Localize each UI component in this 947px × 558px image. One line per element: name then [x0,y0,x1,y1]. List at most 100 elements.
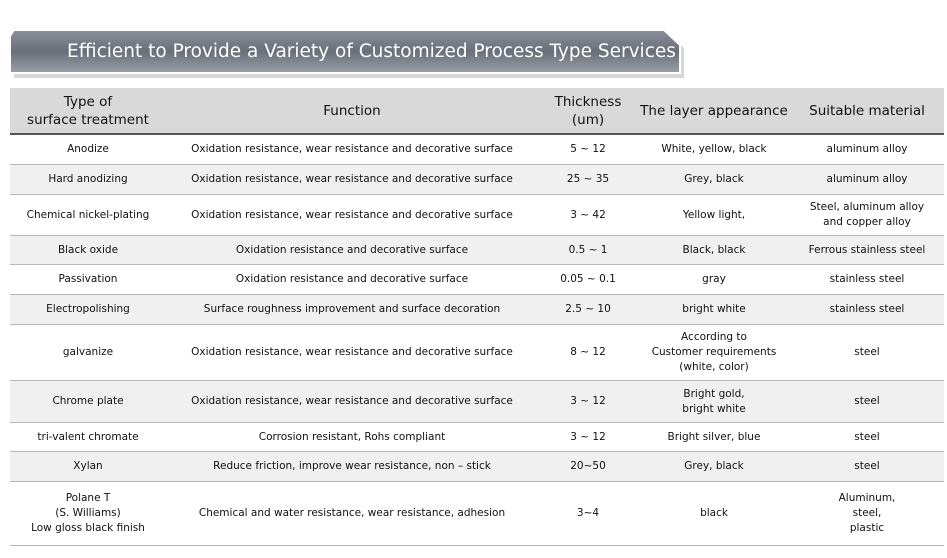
cell-text: Polane T [65,492,111,504]
cell-text: Black, black [682,243,746,256]
table-row: Chemical nickel-plating Oxidation resista… [10,195,944,236]
header-cell: The layer appearance [638,88,790,133]
cell-text: 0.05 ~ 0.1 [560,273,616,285]
table-cell: gray [638,265,790,294]
table-cell: 3 ~ 12 [538,381,638,422]
cell-text: Xylan [73,460,103,472]
table-cell: Ferrous stainless steel [790,236,944,264]
banner: Efficient to Provide a Variety of Custom… [9,29,684,78]
table-cell: Surface roughness improvement and surfac… [166,295,538,324]
table-cell: 2.5 ~ 10 [538,295,638,324]
cell-text: Chemical and water resistance, wear resi… [198,507,506,519]
table-cell: Yellow light, [638,195,790,235]
table-row: galvanize Oxidation resistance, wear resi… [10,325,944,381]
cell-text: Electropolishing [46,303,130,315]
cell-text: aluminum alloy [826,173,908,185]
table-cell: Oxidation resistance, wear resistance an… [166,195,538,235]
cell-text: black [700,507,728,519]
cell-text: gray [702,273,726,285]
cell-text: steel [854,460,880,472]
table-cell: Steel, aluminum alloy and copper alloy [790,195,944,235]
table-cell: bright white [638,295,790,324]
cell-text: Oxidation resistance and decorative surf… [235,273,469,285]
table-cell: 0.05 ~ 0.1 [538,265,638,294]
cell-text: Bright silver, blue [667,430,761,443]
table-cell: steel [790,452,944,481]
table-cell: stainless steel [790,295,944,324]
table-cell: Chrome plate [10,381,166,422]
cell-text: aluminum alloy [826,143,908,155]
table-cell: 25 ~ 35 [538,165,638,194]
table-row: Anodize Oxidation resistance, wear resist… [10,135,944,165]
table-cell: Aluminum, steel, plastic [790,482,944,545]
cell-text: Steel, aluminum alloy [809,201,925,213]
cell-text: steel, [852,507,882,519]
table-cell: steel [790,381,944,422]
table-cell: Polane T (S. Williams) Low gloss black fin… [10,482,166,545]
cell-text: Function [323,102,381,119]
cell-text: 3 ~ 12 [570,395,606,407]
cell-text: steel [854,430,880,443]
table-cell: 5 ~ 12 [538,135,638,164]
table-cell: Black, black [638,236,790,264]
table-cell: 3~4 [538,482,638,545]
cell-text: 5 ~ 12 [570,143,606,155]
table-cell: 0.5 ~ 1 [538,236,638,264]
cell-text: The layer appearance [640,102,788,119]
table-cell: black [638,482,790,545]
cell-text: Ferrous stainless steel [808,243,926,256]
cell-text: (um) [571,111,605,128]
cell-text: 3~4 [576,507,600,519]
cell-text: stainless steel [829,273,905,285]
cell-text: Surface roughness improvement and surfac… [203,303,501,315]
cell-text: Oxidation resistance and decorative surf… [235,243,469,256]
cell-text: Grey, black [684,173,744,185]
header-cell: Function [166,88,538,133]
cell-text: (white, color) [679,361,749,373]
cell-text: Customer requirements [651,346,777,358]
cell-text: Chemical nickel-plating [26,208,150,221]
banner-title: Efficient to Provide a Variety of Custom… [67,41,676,62]
table-row: Chrome plate Oxidation resistance, wear r… [10,381,944,423]
cell-text: Oxidation resistance, wear resistance an… [191,346,513,358]
cell-text: stainless steel [829,303,905,315]
table-cell: Oxidation resistance, wear resistance an… [166,135,538,164]
table-row: tri-valent chromate Corrosion resistant, … [10,423,944,452]
table-cell: 3 ~ 12 [538,423,638,451]
cell-text: Low gloss black finish [31,522,145,534]
cell-text: Hard anodizing [48,173,128,185]
cell-text: Aluminum, [838,492,896,504]
cell-text: Corrosion resistant, Rohs compliant [258,430,446,443]
cell-text: 20~50 [570,460,606,472]
table-cell: Passivation [10,265,166,294]
table-row: Xylan Reduce friction, improve wear resis… [10,452,944,482]
table-cell: Grey, black [638,452,790,481]
cell-text: 0.5 ~ 1 [568,243,608,256]
cell-text: Bright gold, [683,387,745,400]
table-cell: Xylan [10,452,166,481]
table-cell: Oxidation resistance and decorative surf… [166,265,538,294]
cell-text: steel [854,346,880,358]
cell-text: Oxidation resistance, wear resistance an… [191,143,513,155]
cell-text: According to [681,331,747,343]
cell-text: Oxidation resistance, wear resistance an… [191,208,513,221]
banner-shape [9,29,681,74]
header-cell: Suitable material [790,88,944,133]
table-cell: Oxidation resistance, wear resistance an… [166,165,538,194]
table-cell: According to Customer requirements (white,… [638,325,790,380]
table-cell: White, yellow, black [638,135,790,164]
table-cell: stainless steel [790,265,944,294]
table-cell: Black oxide [10,236,166,264]
header-row: Type of surface treatment Function Thicknes… [10,88,944,135]
table-cell: Chemical and water resistance, wear resi… [166,482,538,545]
cell-text: galvanize [62,346,114,358]
table-cell: Electropolishing [10,295,166,324]
cell-text: steel [854,395,880,407]
table-row: Polane T (S. Williams) Low gloss black fin… [10,482,944,546]
table-cell: Bright silver, blue [638,423,790,451]
table-cell: galvanize [10,325,166,380]
cell-text: bright white [682,303,746,315]
table-cell: Bright gold, bright white [638,381,790,422]
cell-text: Type of [63,93,113,110]
cell-text: 3 ~ 42 [570,208,606,221]
